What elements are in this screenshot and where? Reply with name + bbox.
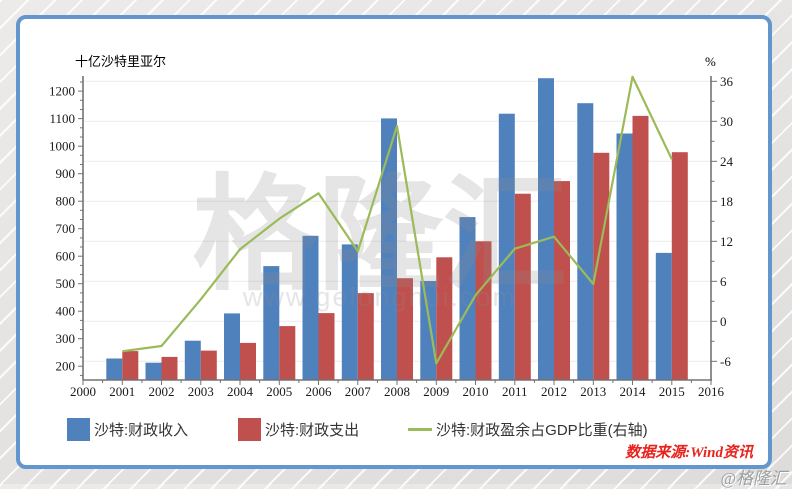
x-axis-tick-label: 2007: [345, 384, 372, 399]
revenue-bar: [184, 340, 201, 380]
x-axis-tick-label: 2004: [227, 384, 254, 399]
expenditure-bar: [200, 350, 217, 380]
revenue-bar: [616, 133, 633, 380]
left-axis-title: 十亿沙特里亚尔: [75, 54, 166, 69]
left-axis-tick-label: 400: [56, 304, 76, 319]
x-axis-tick-label: 2003: [188, 384, 214, 399]
left-axis-tick-label: 600: [56, 249, 76, 264]
revenue-bar: [459, 217, 476, 380]
revenue-bar: [341, 244, 358, 380]
x-axis-tick-label: 2008: [384, 384, 410, 399]
x-axis-tick-label: 2002: [149, 384, 175, 399]
expenditure-bar: [475, 241, 492, 380]
expenditure-bar: [632, 115, 649, 381]
expenditure-bar: [397, 278, 413, 380]
revenue-bar: [538, 78, 554, 380]
surplus-line: [122, 75, 673, 365]
expenditure-bars: [122, 115, 688, 381]
legend-label-revenue: 沙特:财政收入: [94, 422, 189, 439]
left-axis-tick-label: 900: [56, 166, 76, 181]
x-axis-tick-label: 2000: [70, 384, 96, 399]
x-axis-tick-label: 2011: [502, 384, 528, 399]
x-axis-tick-label: 2005: [266, 384, 292, 399]
legend-swatch-revenue: [67, 418, 90, 441]
right-axis-tick-label: 12: [720, 234, 733, 249]
x-axis-tick-label: 2009: [423, 384, 449, 399]
expenditure-bar: [318, 313, 335, 380]
tick-labels: 200 300 400 500 600 700 800 900 1000 1100 1200 -6 0 6…: [49, 74, 734, 399]
left-axis-tick-label: 700: [56, 221, 76, 236]
watermark-brand: 格隆汇: [193, 166, 568, 305]
left-axis-tick-label: 1200: [49, 84, 75, 99]
x-axis-tick-label: 2014: [620, 384, 647, 399]
right-axis-tick-label: 6: [720, 274, 727, 289]
revenue-bar: [145, 362, 162, 380]
x-axis-tick-label: 2015: [659, 384, 685, 399]
expenditure-bar: [436, 257, 453, 380]
expenditure-bar: [554, 181, 570, 380]
x-axis-tick-label: 2001: [109, 384, 135, 399]
x-axis-tick-label: 2016: [698, 384, 725, 399]
left-axis-tick-label: 500: [56, 276, 76, 291]
revenue-bar: [224, 313, 240, 380]
revenue-bar: [577, 103, 594, 380]
x-axis-tick-label: 2012: [541, 384, 567, 399]
data-source-note: 数据来源:Wind资讯: [625, 445, 753, 461]
legend-label-surplus: 沙特:财政盈余占GDP比重(右轴): [436, 422, 648, 439]
legend-item-surplus: 沙特:财政盈余占GDP比重(右轴): [408, 418, 648, 441]
revenue-bar: [420, 281, 437, 380]
right-axis-title: %: [705, 54, 716, 69]
left-axis-tick-label: 800: [56, 194, 76, 209]
expenditure-bar: [279, 326, 296, 380]
revenue-bars: [106, 78, 672, 381]
expenditure-bar: [593, 152, 610, 380]
left-axis-tick-label: 300: [56, 331, 76, 346]
legend-label-expenditure: 沙特:财政支出: [265, 422, 360, 439]
expenditure-bar: [514, 193, 531, 380]
gelonghui-watermark-credit: @格隆汇: [720, 469, 787, 488]
left-axis-tick-label: 1000: [49, 139, 75, 154]
expenditure-bar: [240, 342, 256, 380]
legend-swatch-surplus-line: [408, 428, 432, 431]
right-axis-tick-label: 36: [720, 74, 734, 89]
right-axis-tick-label: 30: [720, 114, 733, 129]
revenue-bar: [263, 266, 280, 380]
revenue-bar: [381, 118, 397, 381]
legend-swatch-expenditure: [238, 418, 261, 441]
x-axis-tick-label: 2013: [580, 384, 606, 399]
right-axis-tick-label: -6: [720, 354, 731, 369]
x-axis-tick-label: 2010: [463, 384, 489, 399]
legend-item-expenditure: 沙特:财政支出: [238, 418, 359, 441]
left-axis-tick-label: 1100: [49, 111, 75, 126]
expenditure-bar: [161, 356, 178, 380]
revenue-bar: [655, 252, 672, 380]
expenditure-bar: [357, 293, 374, 380]
right-axis-tick-label: 18: [720, 194, 733, 209]
watermark-url: www.gelonghui.com: [242, 282, 517, 312]
revenue-bar: [498, 113, 515, 380]
left-axis-tick-label: 200: [56, 359, 76, 374]
right-axis-tick-label: 0: [720, 314, 727, 329]
revenue-bar: [302, 235, 319, 380]
x-axis-tick-label: 2006: [306, 384, 333, 399]
expenditure-bar: [122, 351, 139, 380]
expenditure-bar: [671, 152, 688, 380]
right-axis-tick-label: 24: [720, 154, 734, 169]
tick-marks: [78, 80, 717, 385]
legend-item-revenue: 沙特:财政收入: [67, 418, 188, 441]
revenue-bar: [106, 358, 123, 380]
